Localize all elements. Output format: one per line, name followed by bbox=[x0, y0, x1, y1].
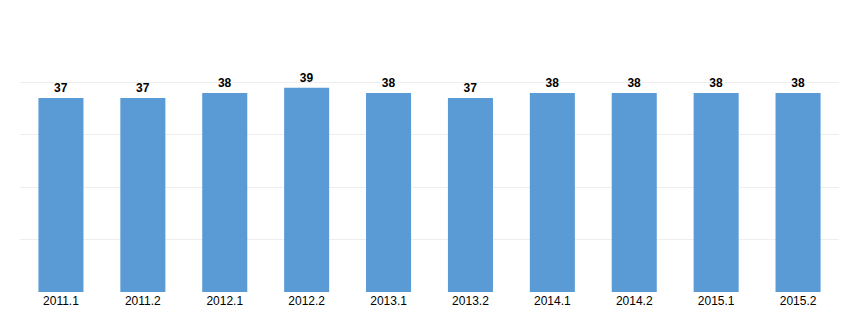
svg-text:2011.1: 2011.1 bbox=[43, 294, 79, 308]
svg-text:37: 37 bbox=[136, 81, 150, 95]
svg-text:38: 38 bbox=[791, 76, 805, 90]
svg-text:2014.2: 2014.2 bbox=[616, 294, 653, 308]
svg-text:2012.2: 2012.2 bbox=[288, 294, 325, 308]
svg-text:39: 39 bbox=[300, 71, 314, 85]
svg-text:38: 38 bbox=[627, 76, 641, 90]
svg-text:37: 37 bbox=[464, 81, 478, 95]
svg-text:37: 37 bbox=[54, 81, 68, 95]
svg-text:2012.1: 2012.1 bbox=[206, 294, 243, 308]
svg-text:38: 38 bbox=[546, 76, 560, 90]
svg-text:38: 38 bbox=[382, 76, 396, 90]
svg-text:2013.2: 2013.2 bbox=[452, 294, 489, 308]
svg-text:2014.1: 2014.1 bbox=[534, 294, 571, 308]
svg-text:38: 38 bbox=[709, 76, 723, 90]
svg-text:38: 38 bbox=[218, 76, 232, 90]
svg-text:2013.1: 2013.1 bbox=[370, 294, 407, 308]
svg-text:2011.2: 2011.2 bbox=[125, 294, 161, 308]
svg-text:2015.2: 2015.2 bbox=[780, 294, 817, 308]
svg-text:2015.1: 2015.1 bbox=[698, 294, 735, 308]
